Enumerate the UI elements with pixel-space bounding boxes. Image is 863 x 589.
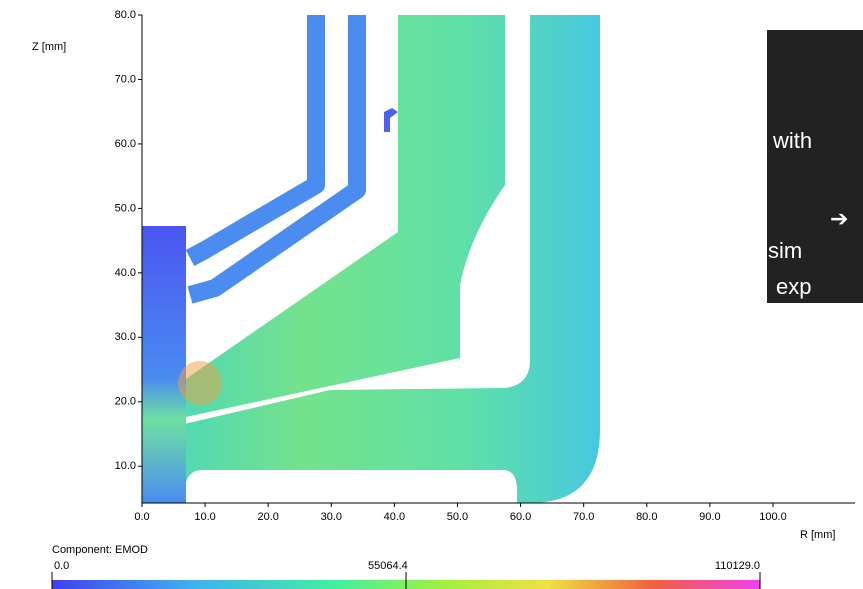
hot-spot [178,361,222,405]
y-tick-label: 20.0 [115,396,136,408]
y-tick-label: 70.0 [115,73,136,85]
y-axis-label: Z [mm] [32,41,66,53]
left-block [142,226,186,503]
colorbar-label: Component: EMOD [52,544,148,556]
colorbar-tick-label: 110129.0 [715,560,760,572]
x-tick-label: 60.0 [510,511,531,523]
y-tick-label: 50.0 [115,202,136,214]
page: Z [mm] R [mm] Component: EMOD 0.0 10.0 20.… [0,0,863,589]
y-tick-label: 60.0 [115,138,136,150]
x-tick-label: 20.0 [257,511,278,523]
x-tick-label: 30.0 [321,511,342,523]
colorbar-tick-label: 0.0 [54,560,69,572]
geometry [142,0,600,503]
x-tick-label: 90.0 [699,511,720,523]
chart: Z [mm] R [mm] Component: EMOD 0.0 10.0 20.… [0,0,863,589]
y-tick-label: 40.0 [115,267,136,279]
x-tick-label: 70.0 [573,511,594,523]
x-tick-label: 80.0 [636,511,657,523]
x-tick-label: 50.0 [447,511,468,523]
annotation: sim [768,238,802,263]
x-tick-label: 10.0 [194,511,215,523]
x-tick-label: 100.0 [759,511,787,523]
annotation: with [772,128,812,153]
cutout [186,470,517,503]
y-tick-label: 80.0 [115,9,136,21]
y-tick-label: 10.0 [115,460,136,472]
x-tick-label: 0.0 [134,511,149,523]
x-axis-label: R [mm] [800,529,835,541]
y-tick-label: 30.0 [115,331,136,343]
annotation: exp [776,274,811,299]
annotation: ➔ [830,206,848,231]
colorbar-tick-label: 55064.4 [368,560,408,572]
x-tick-label: 40.0 [384,511,405,523]
